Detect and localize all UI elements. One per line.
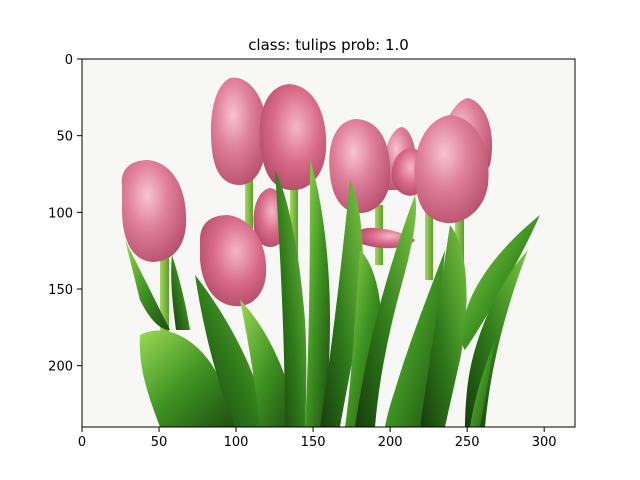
y-tick-label: 0 bbox=[65, 53, 73, 68]
y-tick-label: 200 bbox=[48, 360, 73, 375]
x-axis: 0 50 100 150 200 250 300 bbox=[78, 427, 557, 450]
x-tick-label: 100 bbox=[224, 435, 249, 450]
tulip-photo bbox=[82, 59, 575, 427]
x-tick-label: 300 bbox=[532, 435, 557, 450]
axes-frame bbox=[81, 58, 576, 428]
figure-title: class: tulips prob: 1.0 bbox=[248, 36, 409, 54]
x-tick-label: 250 bbox=[455, 435, 480, 450]
y-tick-label: 50 bbox=[56, 130, 73, 145]
y-tick-label: 100 bbox=[48, 206, 73, 221]
x-tick-label: 0 bbox=[78, 435, 86, 450]
x-tick-label: 200 bbox=[378, 435, 403, 450]
y-tick-label: 150 bbox=[48, 283, 73, 298]
x-tick-label: 150 bbox=[301, 435, 326, 450]
y-axis: 0 50 100 150 200 bbox=[48, 53, 82, 375]
x-tick-label: 50 bbox=[151, 435, 168, 450]
